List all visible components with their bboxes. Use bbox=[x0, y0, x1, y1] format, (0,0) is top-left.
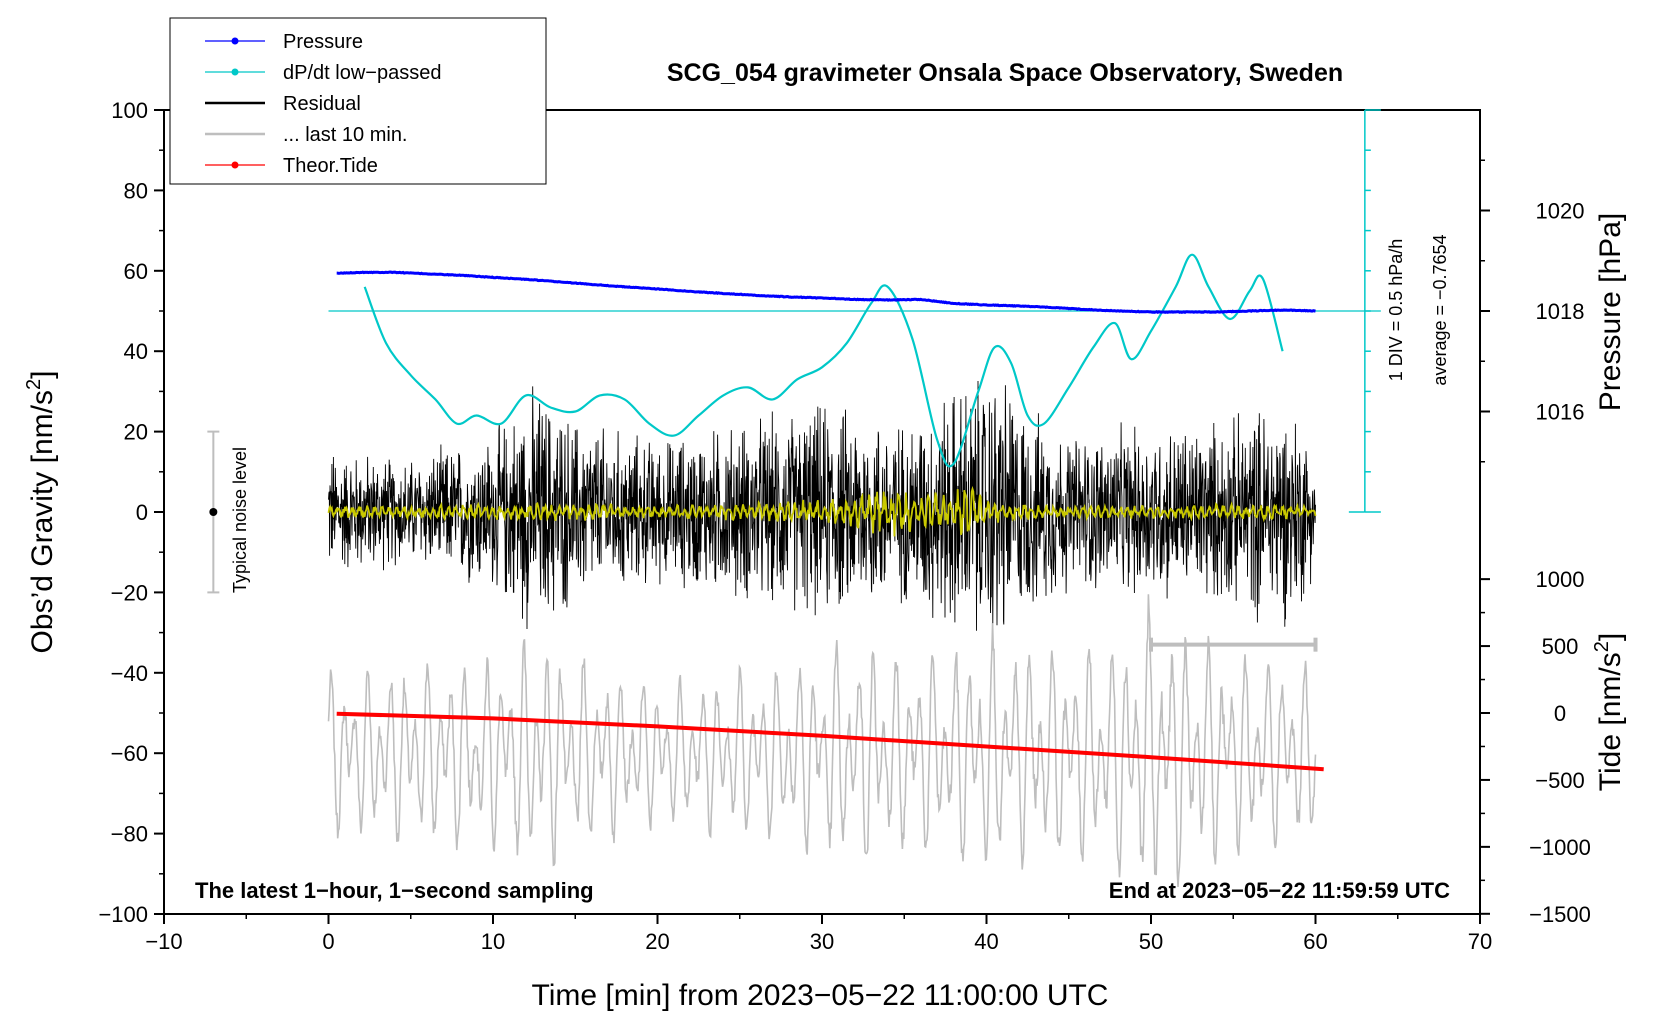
y-tick-label: −40 bbox=[111, 661, 148, 686]
legend-marker bbox=[231, 68, 239, 76]
legend: Pressure dP/dt low−passed Residual ... last… bbox=[169, 17, 547, 185]
last10-line bbox=[327, 594, 1317, 888]
x-axis: −10 0 10 20 30 40 50 60 70 bbox=[145, 914, 1492, 954]
y-tick-label: 100 bbox=[111, 98, 148, 123]
y-tick-label: −80 bbox=[111, 822, 148, 847]
x-tick-label: 70 bbox=[1468, 929, 1492, 954]
x-tick-label: 30 bbox=[810, 929, 834, 954]
legend-label: Pressure bbox=[283, 31, 363, 53]
noise-level-dot bbox=[209, 508, 218, 516]
residual-smoothed-line bbox=[327, 485, 1317, 537]
pressure-line bbox=[336, 270, 1316, 315]
auxiliary-marks bbox=[207, 430, 1318, 652]
y-tick-label: −100 bbox=[98, 902, 148, 927]
y-tick-label: −20 bbox=[111, 580, 148, 605]
x-tick-label: 0 bbox=[322, 929, 334, 954]
dpdt-average-label: average = −0.7654 bbox=[1430, 234, 1450, 385]
x-tick-label: 40 bbox=[974, 929, 998, 954]
x-tick-label: 50 bbox=[1139, 929, 1163, 954]
x-tick-label: 60 bbox=[1303, 929, 1327, 954]
annotation-sampling: The latest 1−hour, 1−second sampling bbox=[195, 878, 594, 903]
tide-layer bbox=[336, 711, 1324, 772]
noise-level-label: Typical noise level bbox=[230, 447, 250, 593]
tide-tick-label: 0 bbox=[1554, 701, 1566, 726]
residual-smoothed-layer bbox=[327, 485, 1317, 537]
y-tick-label: 40 bbox=[124, 339, 148, 364]
legend-label: ... last 10 min. bbox=[283, 124, 408, 146]
x-tick-label: −10 bbox=[145, 929, 182, 954]
dpdt-scale-label: 1 DIV = 0.5 hPa/h bbox=[1386, 239, 1406, 382]
chart-title: SCG_054 gravimeter Onsala Space Observat… bbox=[667, 59, 1343, 87]
legend-label: Theor.Tide bbox=[283, 155, 378, 177]
last10-layer bbox=[327, 594, 1317, 888]
y-tick-label: 80 bbox=[124, 178, 148, 203]
y-axis-label-gravity: Obs’d Gravity [nm/s2] bbox=[23, 371, 59, 654]
tide-tick-label: 1000 bbox=[1536, 567, 1585, 592]
legend-marker bbox=[231, 37, 239, 45]
tide-tick-label: −1000 bbox=[1529, 835, 1591, 860]
x-axis-label: Time [min] from 2023−05−22 11:00:00 UTC bbox=[532, 979, 1109, 1012]
y-axis-gravity: 100 80 60 40 20 0 −20 −40 −60 −80 −100 bbox=[98, 98, 164, 927]
y-tick-label: 60 bbox=[124, 259, 148, 284]
y-axis-pressure: 1020 1018 1016 bbox=[1480, 159, 1585, 463]
y-axis-tide: 1000 500 0 −500 −1000 −1500 bbox=[1480, 567, 1591, 927]
y-axis-label-pressure: Pressure [hPa] bbox=[1594, 213, 1627, 411]
legend-marker bbox=[231, 161, 239, 169]
y-axis-label-tide: Tide [nm/s2] bbox=[1591, 633, 1627, 791]
dpdt-line bbox=[363, 253, 1284, 468]
x-tick-label: 10 bbox=[481, 929, 505, 954]
pressure-tick-label: 1018 bbox=[1536, 299, 1585, 324]
tide-tick-label: −500 bbox=[1535, 768, 1585, 793]
pressure-layer bbox=[336, 270, 1316, 315]
residual-line bbox=[328, 380, 1316, 631]
y-tick-label: −60 bbox=[111, 741, 148, 766]
legend-label: Residual bbox=[283, 93, 361, 115]
y-tick-label: 20 bbox=[124, 420, 148, 445]
residual-layer bbox=[328, 380, 1316, 631]
legend-label: dP/dt low−passed bbox=[283, 62, 441, 84]
tide-line bbox=[336, 711, 1324, 772]
y-tick-label: 0 bbox=[136, 500, 148, 525]
tide-tick-label: 500 bbox=[1542, 634, 1579, 659]
pressure-tick-label: 1020 bbox=[1536, 199, 1585, 224]
tide-tick-label: −1500 bbox=[1529, 902, 1591, 927]
pressure-tick-label: 1016 bbox=[1536, 400, 1585, 425]
legend-box bbox=[169, 17, 547, 185]
x-tick-label: 20 bbox=[645, 929, 669, 954]
annotation-end-time: End at 2023−05−22 11:59:59 UTC bbox=[1109, 878, 1450, 903]
